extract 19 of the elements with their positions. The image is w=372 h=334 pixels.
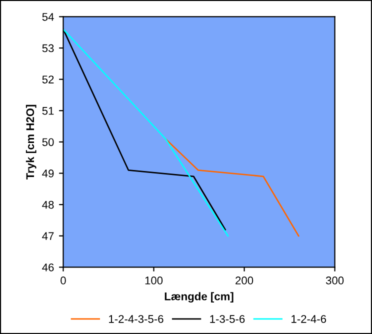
y-tick-label: 53 — [42, 44, 54, 52]
y-axis-title: Tryk [cm H2O] — [26, 104, 36, 180]
x-axis-title: Længde [cm] — [164, 292, 234, 303]
legend-label: 1-2-4-6 — [292, 315, 326, 323]
y-tick-label: 46 — [42, 263, 54, 272]
x-tick-label: 0 — [60, 276, 66, 284]
x-tick-label: 100 — [145, 276, 163, 284]
legend-label: 1-3-5-6 — [210, 315, 245, 323]
y-tick-label: 47 — [42, 232, 54, 240]
line-series — [164, 138, 300, 237]
y-tick-label: 54 — [42, 13, 54, 21]
y-tick-label: 49 — [42, 170, 54, 178]
y-tick-label: 50 — [42, 138, 54, 146]
y-tick-label: 52 — [42, 76, 54, 84]
x-tick-label: 300 — [326, 276, 344, 284]
y-tick-label: 51 — [42, 107, 54, 115]
y-tick-label: 48 — [42, 200, 54, 209]
x-tick-label: 200 — [236, 276, 254, 284]
legend-label: 1-2-4-3-5-6 — [109, 315, 164, 323]
